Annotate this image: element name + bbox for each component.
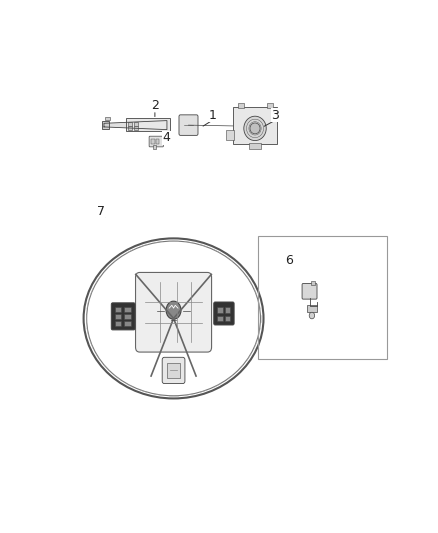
Text: 6: 6 xyxy=(285,254,293,268)
Bar xyxy=(124,321,131,326)
FancyBboxPatch shape xyxy=(135,272,212,352)
Bar xyxy=(105,117,110,120)
Bar xyxy=(124,314,131,319)
Bar xyxy=(128,122,132,126)
Bar xyxy=(127,118,170,131)
Ellipse shape xyxy=(250,123,260,134)
FancyBboxPatch shape xyxy=(162,357,185,384)
Bar xyxy=(217,308,223,313)
Bar xyxy=(307,305,318,312)
Bar xyxy=(128,126,132,130)
Bar xyxy=(225,316,230,321)
Bar xyxy=(152,145,156,149)
Circle shape xyxy=(309,312,314,319)
Bar xyxy=(225,308,230,313)
Bar xyxy=(217,316,223,321)
Bar xyxy=(311,281,315,285)
Bar xyxy=(238,103,244,108)
Bar xyxy=(167,363,180,378)
Bar xyxy=(134,122,138,126)
FancyBboxPatch shape xyxy=(214,302,234,325)
Circle shape xyxy=(166,301,181,319)
Bar xyxy=(233,108,277,144)
Text: 1: 1 xyxy=(208,109,216,122)
Bar xyxy=(115,314,121,319)
Bar xyxy=(267,103,273,108)
Bar xyxy=(115,321,121,326)
FancyBboxPatch shape xyxy=(149,136,163,147)
Text: 2: 2 xyxy=(151,99,159,111)
Bar xyxy=(258,236,387,359)
FancyBboxPatch shape xyxy=(302,284,317,299)
Bar xyxy=(226,130,234,140)
Bar xyxy=(151,139,155,144)
Bar xyxy=(102,122,109,129)
Text: 3: 3 xyxy=(272,109,279,122)
Polygon shape xyxy=(104,120,167,130)
Text: 4: 4 xyxy=(163,131,171,144)
Bar xyxy=(156,139,159,144)
Bar xyxy=(115,308,121,312)
FancyBboxPatch shape xyxy=(179,115,198,135)
Bar xyxy=(124,308,131,312)
Bar xyxy=(249,143,261,149)
FancyBboxPatch shape xyxy=(111,303,135,330)
Ellipse shape xyxy=(244,116,266,141)
Bar xyxy=(134,126,138,130)
Text: 7: 7 xyxy=(96,205,105,218)
